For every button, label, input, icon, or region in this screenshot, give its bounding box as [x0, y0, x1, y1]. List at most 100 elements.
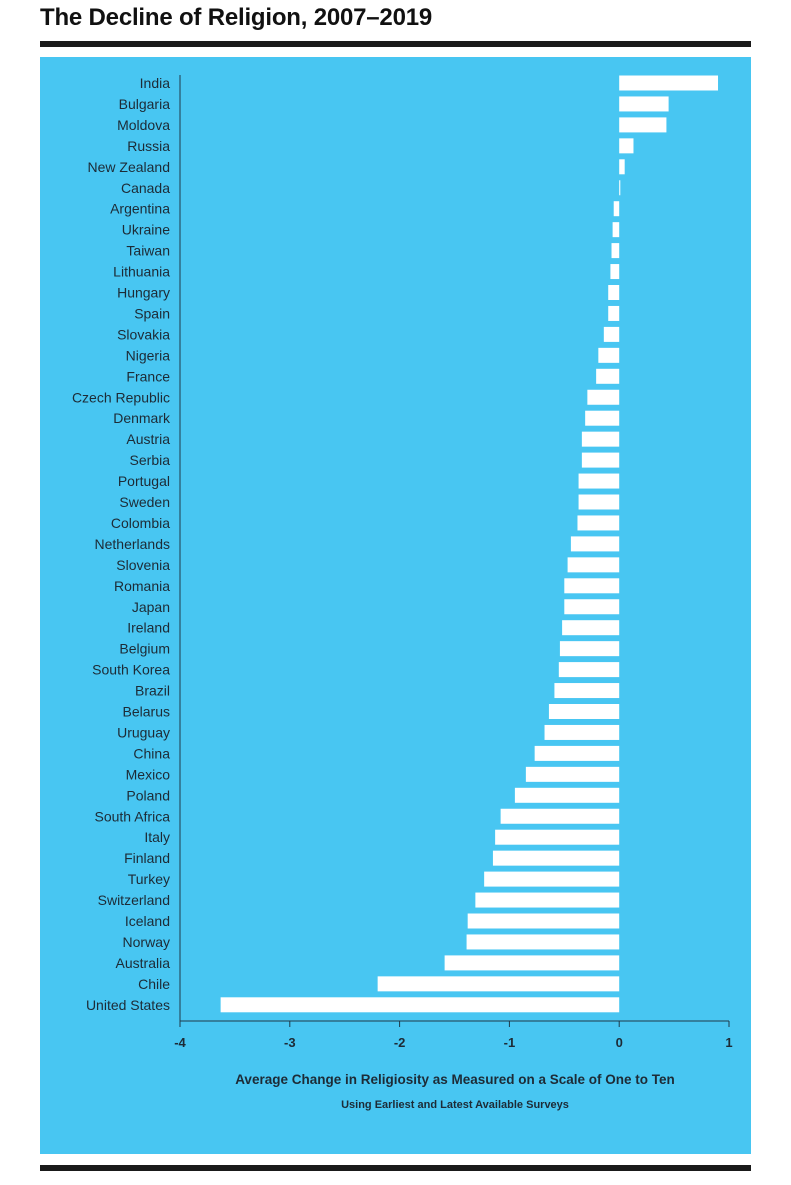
- bar: [596, 368, 620, 384]
- bar: [613, 201, 620, 217]
- bar: [548, 704, 620, 719]
- category-label: Portugal: [118, 473, 170, 489]
- category-label: India: [140, 75, 171, 91]
- bar: [612, 222, 620, 238]
- x-tick-label: -4: [174, 1035, 186, 1050]
- category-label: Poland: [126, 787, 170, 803]
- category-label: Russia: [127, 138, 170, 154]
- bar: [220, 997, 620, 1013]
- category-label: Argentina: [110, 201, 170, 217]
- category-label: Iceland: [125, 913, 170, 929]
- bar: [619, 159, 625, 175]
- bar: [500, 808, 620, 824]
- bar: [585, 410, 620, 426]
- bar: [525, 766, 620, 782]
- category-label: Italy: [144, 829, 170, 845]
- bar: [611, 243, 620, 259]
- category-label: Ireland: [127, 620, 170, 636]
- bar: [581, 452, 620, 468]
- bar: [562, 620, 620, 636]
- bar: [544, 724, 620, 740]
- category-label: Romania: [114, 578, 170, 594]
- category-label: Japan: [132, 599, 170, 615]
- bar: [578, 494, 620, 510]
- bar: [495, 829, 620, 845]
- bar: [475, 892, 620, 908]
- category-label: Canada: [121, 180, 170, 196]
- bar: [603, 326, 620, 342]
- category-label: South Korea: [92, 662, 170, 678]
- chart-background: [40, 57, 751, 1154]
- category-label: Spain: [134, 305, 170, 321]
- bar: [554, 683, 620, 699]
- category-label: Slovakia: [117, 326, 170, 342]
- bar: [578, 473, 620, 489]
- bar: [558, 662, 620, 678]
- bar: [567, 557, 620, 573]
- category-label: Nigeria: [126, 347, 171, 363]
- category-label: Sweden: [119, 494, 170, 510]
- category-label: New Zealand: [88, 159, 171, 175]
- bar: [444, 955, 620, 971]
- category-label: Austria: [126, 431, 170, 447]
- bar: [514, 787, 620, 803]
- category-label: Hungary: [117, 285, 170, 301]
- chart-panel: India Bulgaria Moldova Russia New Zealand Can…: [40, 57, 751, 1154]
- category-label: Czech Republic: [72, 389, 170, 405]
- bar: [484, 871, 620, 887]
- category-label: Ukraine: [122, 222, 170, 238]
- category-label: Norway: [123, 934, 170, 950]
- category-label: Mexico: [126, 766, 171, 782]
- category-label: Belgium: [119, 641, 170, 657]
- category-label: Slovenia: [116, 557, 170, 573]
- bar: [619, 138, 634, 154]
- x-axis-sublabel: Using Earliest and Latest Available Surv…: [341, 1099, 569, 1111]
- bottom-rule: [40, 1165, 751, 1171]
- x-tick-label: 0: [616, 1035, 623, 1050]
- bar: [467, 913, 620, 929]
- page-title: The Decline of Religion, 2007–2019: [40, 4, 433, 31]
- category-label: Uruguay: [117, 724, 170, 740]
- bar: [466, 934, 620, 950]
- bar: [581, 431, 620, 447]
- bar: [564, 599, 620, 615]
- category-label: Brazil: [135, 683, 170, 699]
- bar: [619, 180, 621, 196]
- x-tick-label: -2: [394, 1035, 406, 1050]
- bar: [619, 96, 669, 112]
- bar: [570, 536, 620, 552]
- category-label: Serbia: [130, 452, 171, 468]
- category-label: Lithuania: [113, 264, 170, 280]
- category-label: Australia: [116, 955, 171, 971]
- bar: [577, 515, 620, 531]
- category-label: Taiwan: [126, 243, 170, 259]
- category-label: Denmark: [113, 410, 171, 426]
- bar: [564, 578, 620, 594]
- category-label: China: [133, 745, 170, 761]
- bar: [598, 347, 620, 363]
- category-label: Moldova: [117, 117, 170, 133]
- bar: [619, 117, 667, 133]
- bar: [377, 976, 620, 992]
- x-tick-label: 1: [725, 1035, 732, 1050]
- category-label: Belarus: [123, 704, 170, 720]
- category-label: South Africa: [95, 808, 171, 824]
- bar: [608, 305, 620, 321]
- category-label: Netherlands: [95, 536, 171, 552]
- category-label: Colombia: [111, 515, 170, 531]
- category-label: Turkey: [128, 871, 170, 887]
- category-label: Chile: [138, 976, 170, 992]
- category-label: Finland: [124, 850, 170, 866]
- category-label: Bulgaria: [119, 96, 171, 112]
- bar: [587, 389, 620, 405]
- bar: [492, 850, 620, 866]
- x-tick-label: -1: [504, 1035, 516, 1050]
- bar-chart: India Bulgaria Moldova Russia New Zealand Can…: [40, 57, 751, 1154]
- category-label: United States: [86, 997, 170, 1013]
- category-label: France: [126, 368, 170, 384]
- category-label: Switzerland: [98, 892, 170, 908]
- x-axis-label: Average Change in Religiosity as Measure…: [235, 1072, 675, 1087]
- top-rule: [40, 41, 751, 47]
- bar: [534, 745, 620, 761]
- bar: [619, 75, 719, 91]
